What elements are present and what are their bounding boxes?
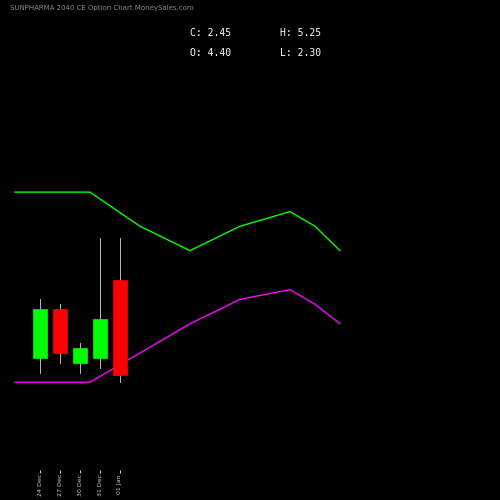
Text: O: 4.40: O: 4.40 xyxy=(190,48,231,58)
Text: C: 2.45: C: 2.45 xyxy=(190,28,231,38)
Bar xyxy=(73,348,87,362)
Text: SUNPHARMA 2040 CE Option Chart MoneySales.com: SUNPHARMA 2040 CE Option Chart MoneySale… xyxy=(10,5,194,11)
Bar xyxy=(113,280,127,375)
Text: H: 5.25: H: 5.25 xyxy=(280,28,321,38)
Text: L: 2.30: L: 2.30 xyxy=(280,48,321,58)
Bar xyxy=(53,309,67,353)
Bar xyxy=(33,309,47,358)
Bar xyxy=(93,319,107,358)
